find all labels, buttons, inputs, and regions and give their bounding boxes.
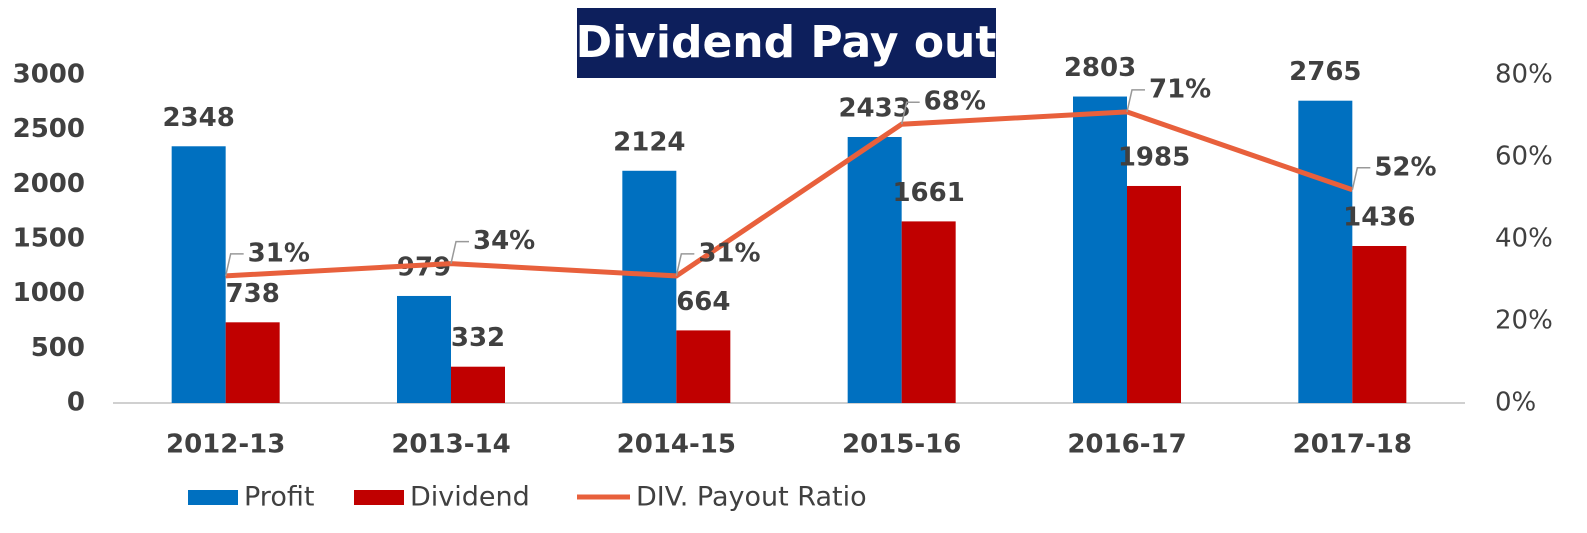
y2-tick-label: 60% <box>1495 142 1553 172</box>
data-label: 332 <box>451 323 505 353</box>
data-label: 1985 <box>1118 142 1190 172</box>
legend-label: Dividend <box>410 482 530 513</box>
data-label: 1661 <box>892 178 964 208</box>
bar <box>225 322 280 403</box>
data-label: 52% <box>1374 152 1436 182</box>
y-tick-label: 0 <box>67 388 85 418</box>
legend-swatch <box>188 490 238 505</box>
legend-label: Profit <box>244 482 314 513</box>
line <box>225 109 1354 279</box>
bar <box>1127 185 1181 403</box>
data-label: 2124 <box>613 127 685 157</box>
data-label: 2765 <box>1289 57 1361 87</box>
bar <box>171 146 226 403</box>
x-tick-label: 2014-15 <box>617 430 736 460</box>
data-label: 664 <box>676 287 730 317</box>
data-label: 71% <box>1149 74 1211 104</box>
bar <box>451 366 505 403</box>
legend-swatch <box>354 490 404 505</box>
data-label: 2433 <box>838 93 910 123</box>
leader-line <box>1126 89 1145 113</box>
y-tick-label: 1000 <box>13 278 85 308</box>
x-tick-label: 2012-13 <box>166 430 285 460</box>
y-tick-label: 1500 <box>13 224 85 254</box>
y-tick-label: 2500 <box>13 114 85 144</box>
data-label: 2803 <box>1064 53 1136 83</box>
bar <box>901 221 956 403</box>
x-tick-label: 2015-16 <box>842 430 961 460</box>
data-label: 31% <box>248 238 310 268</box>
x-tick-label: 2013-14 <box>391 430 510 460</box>
leader-line <box>224 253 244 277</box>
x-tick-label: 2017-18 <box>1293 430 1412 460</box>
bar <box>397 295 451 403</box>
y2-tick-label: 0% <box>1495 388 1536 418</box>
y-tick-label: 2000 <box>13 169 85 199</box>
x-tick-label: 2016-17 <box>1067 430 1186 460</box>
y2-tick-label: 40% <box>1495 224 1553 254</box>
leader-line <box>1351 167 1371 190</box>
title-box <box>577 8 996 78</box>
data-label: 2348 <box>162 103 234 133</box>
leader-line <box>675 253 695 277</box>
data-label: 68% <box>924 87 986 117</box>
bar <box>676 330 731 403</box>
bar <box>1298 100 1353 404</box>
y2-tick-label: 80% <box>1495 60 1553 90</box>
data-label: 738 <box>226 279 280 309</box>
y-tick-label: 500 <box>31 333 85 363</box>
data-label: 1436 <box>1343 202 1415 232</box>
leader-line <box>450 240 469 264</box>
y-tick-label: 3000 <box>13 60 85 90</box>
bar <box>1352 245 1407 403</box>
y2-tick-label: 20% <box>1495 306 1553 336</box>
bar <box>622 170 677 403</box>
legend-label: DIV. Payout Ratio <box>636 482 867 513</box>
data-label: 34% <box>473 226 535 256</box>
data-label: 31% <box>698 238 760 268</box>
chart-title: Dividend Pay out <box>576 17 997 68</box>
leader-line <box>900 101 920 125</box>
bar <box>1073 96 1127 403</box>
bar <box>847 136 902 403</box>
